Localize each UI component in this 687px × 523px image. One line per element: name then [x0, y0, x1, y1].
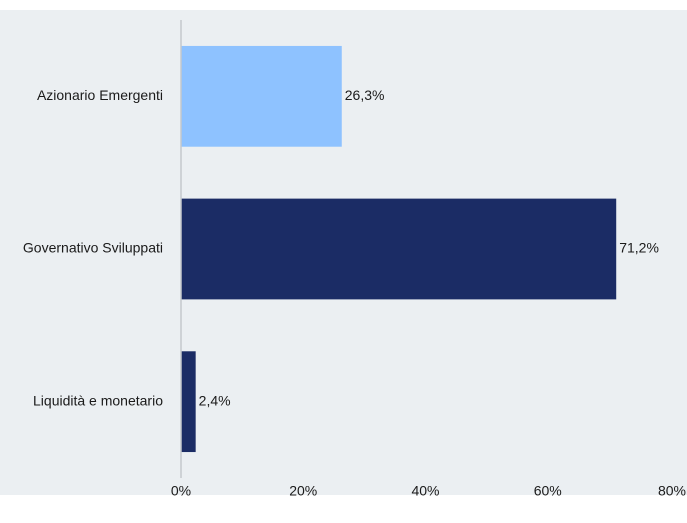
category-label: Governativo Sviluppati	[23, 240, 163, 256]
bar-3	[181, 351, 196, 453]
x-tick-label: 60%	[534, 483, 562, 499]
x-tick-label: 20%	[289, 483, 317, 499]
data-label: 26,3%	[345, 87, 385, 103]
data-label: 71,2%	[619, 240, 659, 256]
category-label: Azionario Emergenti	[37, 87, 163, 103]
x-tick-label: 80%	[658, 483, 686, 499]
data-label: 2,4%	[199, 392, 231, 408]
bar-2	[181, 198, 617, 300]
x-tick-label: 0%	[171, 483, 191, 499]
category-label: Liquidità e monetario	[33, 392, 163, 408]
bar-1	[181, 45, 342, 147]
x-tick-label: 40%	[411, 483, 439, 499]
